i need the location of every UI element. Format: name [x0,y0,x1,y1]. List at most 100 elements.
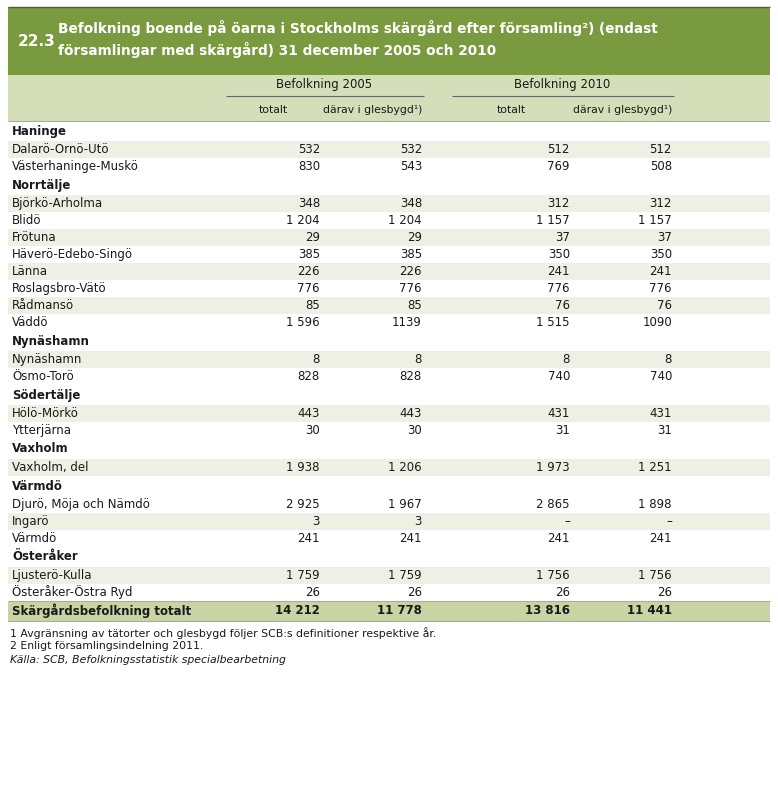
Text: 11 441: 11 441 [627,604,672,617]
Text: 1090: 1090 [643,316,672,329]
Bar [8,297,770,314]
Text: 85: 85 [305,299,320,312]
Text: Ytterjärna: Ytterjärna [12,424,71,437]
Bar [8,530,770,547]
Text: 543: 543 [400,160,422,173]
Text: 828: 828 [298,370,320,383]
Text: totalt: totalt [496,105,526,115]
Text: 431: 431 [548,407,570,420]
Text: 1 157: 1 157 [639,214,672,227]
Text: 1 898: 1 898 [639,498,672,511]
Text: Vaxholm, del: Vaxholm, del [12,461,89,474]
Text: –: – [666,515,672,528]
Text: 828: 828 [400,370,422,383]
Text: därav i glesbygd¹): därav i glesbygd¹) [573,105,673,115]
Text: 1 756: 1 756 [639,569,672,582]
Text: 76: 76 [555,299,570,312]
Text: 241: 241 [399,532,422,545]
Text: –: – [564,515,570,528]
Text: 1 756: 1 756 [536,569,570,582]
Text: 776: 776 [548,282,570,295]
Text: Ösmo-Torö: Ösmo-Torö [12,370,74,383]
Text: Vaxholm: Vaxholm [12,442,68,455]
Text: 226: 226 [297,265,320,278]
Bar [8,229,770,246]
Text: Österåker-Östra Ryd: Österåker-Östra Ryd [12,586,132,600]
Text: 1 515: 1 515 [537,316,570,329]
Text: 29: 29 [407,231,422,244]
Bar [8,7,770,75]
Text: 2 Enligt församlingsindelning 2011.: 2 Enligt församlingsindelning 2011. [10,641,203,651]
Text: 1 251: 1 251 [639,461,672,474]
Text: 22.3: 22.3 [18,34,56,48]
Bar [8,567,770,584]
Text: 1 938: 1 938 [286,461,320,474]
Bar [8,476,770,496]
Text: Värmdö: Värmdö [12,532,58,545]
Text: Befolkning 2010: Befolkning 2010 [514,78,610,91]
Text: 30: 30 [407,424,422,437]
Text: Haninge: Haninge [12,124,67,137]
Text: 226: 226 [399,265,422,278]
Bar [8,212,770,229]
Text: 241: 241 [548,532,570,545]
Text: 26: 26 [407,586,422,599]
Text: 348: 348 [298,197,320,210]
Text: 312: 312 [548,197,570,210]
Bar [8,175,770,195]
Text: Häverö-Edebo-Singö: Häverö-Edebo-Singö [12,248,133,261]
Bar [8,99,770,121]
Text: Blidö: Blidö [12,214,41,227]
Bar [8,158,770,175]
Text: Roslagsbro-Vätö: Roslagsbro-Vätö [12,282,107,295]
Text: 76: 76 [657,299,672,312]
Text: 776: 776 [650,282,672,295]
Text: 3: 3 [415,515,422,528]
Text: Hölö-Mörkö: Hölö-Mörkö [12,407,79,420]
Bar [8,195,770,212]
Text: 1 204: 1 204 [388,214,422,227]
Text: 776: 776 [399,282,422,295]
Text: Österåker: Österåker [12,550,78,563]
Bar [8,75,770,99]
Text: Källa: SCB, Befolkningsstatistik specialbearbetning: Källa: SCB, Befolkningsstatistik special… [10,655,286,665]
Bar [8,331,770,351]
Text: 8: 8 [562,353,570,366]
Bar [8,496,770,513]
Text: 14 212: 14 212 [275,604,320,617]
Text: Väddö: Väddö [12,316,48,329]
Text: 385: 385 [298,248,320,261]
Text: 2 865: 2 865 [537,498,570,511]
Text: 1 973: 1 973 [536,461,570,474]
Text: 26: 26 [555,586,570,599]
Text: 241: 241 [650,532,672,545]
Bar [8,513,770,530]
Text: Värmdö: Värmdö [12,479,63,492]
Text: 508: 508 [650,160,672,173]
Text: 350: 350 [548,248,570,261]
Bar [8,385,770,405]
Text: Björkö-Arholma: Björkö-Arholma [12,197,103,210]
Text: Södertälje: Södertälje [12,388,80,402]
Text: 11 778: 11 778 [377,604,422,617]
Bar [8,601,770,621]
Text: 1 206: 1 206 [388,461,422,474]
Text: 37: 37 [555,231,570,244]
Text: Nynäshamn: Nynäshamn [12,353,82,366]
Text: 1 759: 1 759 [286,569,320,582]
Text: 532: 532 [400,143,422,156]
Bar [8,263,770,280]
Text: 348: 348 [400,197,422,210]
Text: 1 759: 1 759 [388,569,422,582]
Text: 532: 532 [298,143,320,156]
Text: Länna: Länna [12,265,48,278]
Bar [8,405,770,422]
Text: 2 925: 2 925 [286,498,320,511]
Bar [8,121,770,141]
Text: Norrtälje: Norrtälje [12,178,72,191]
Text: 8: 8 [664,353,672,366]
Text: 443: 443 [400,407,422,420]
Text: totalt: totalt [258,105,288,115]
Text: 1 967: 1 967 [388,498,422,511]
Text: 30: 30 [305,424,320,437]
